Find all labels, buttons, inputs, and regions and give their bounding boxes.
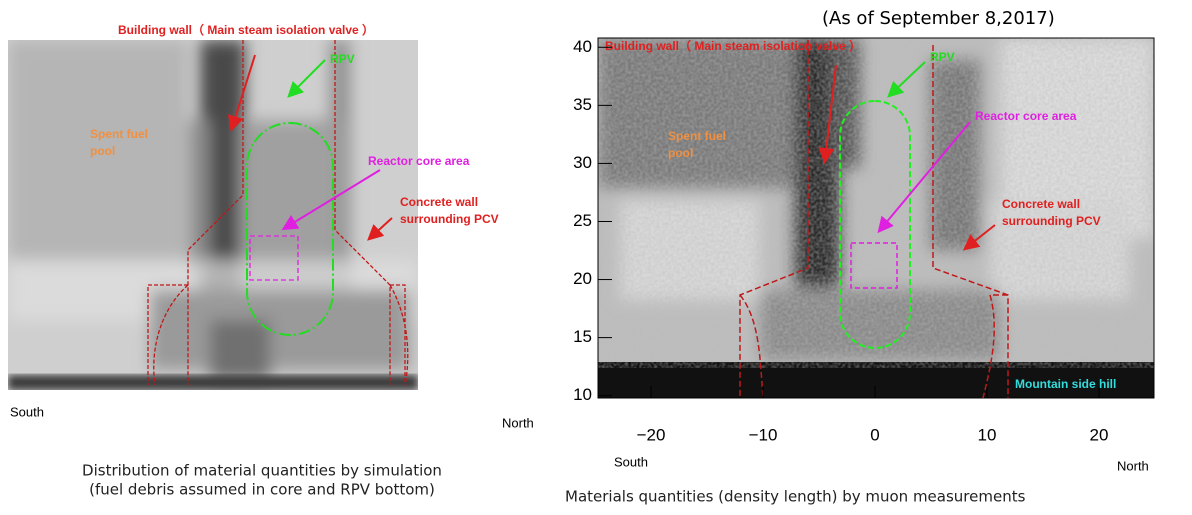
annotation: Building wall（ Main steam isolation valv… [605,38,861,53]
plot-frame [597,37,1155,399]
direction-label: South [10,404,44,419]
x-tick-label: 0 [870,425,879,444]
y-tick-label: 30 [573,153,592,172]
annotation: pool [90,144,115,158]
axes: −20 −10 0 10 20 10 15 20 25 30 35 40 [573,37,1108,445]
y-tick-label: 20 [573,269,592,288]
annotation: surrounding PCV [1002,214,1101,228]
muon-image [598,38,1154,398]
y-tick-label: 10 [573,385,592,404]
annotation: RPV [930,50,955,64]
annotation: surrounding PCV [400,212,499,226]
direction-label: North [1117,458,1149,473]
y-tick-label: 15 [573,327,592,346]
annotation: Reactor core area [975,109,1077,123]
direction-label: South [614,454,648,469]
caption: (fuel debris assumed in core and RPV bot… [89,481,435,499]
annotation: Concrete wall [400,195,478,209]
caption: Materials quantities (density length) by… [565,488,1026,506]
direction-label: North [502,415,534,430]
simulation-image [8,40,418,390]
x-tick-label: 20 [1090,425,1109,444]
y-tick-label: 25 [573,211,592,230]
y-tick-label: 35 [573,95,592,114]
annotation: Spent fuel [90,127,148,141]
annotation: Building wall（ Main steam isolation valv… [118,22,374,37]
x-tick-label: −20 [637,425,666,444]
annotation: Mountain side hill [1015,377,1116,391]
date-note: (As of September 8,2017) [822,8,1055,29]
right-outlines [739,40,1009,399]
x-tick-label: 10 [978,425,997,444]
annotation: pool [668,146,693,160]
left-outlines [147,40,409,386]
x-tick-label: −10 [749,425,778,444]
y-tick-label: 40 [573,37,592,56]
annotation: RPV [330,52,355,66]
caption: Distribution of material quantities by s… [82,462,442,480]
annotation: Reactor core area [368,154,470,168]
annotation: Spent fuel [668,129,726,143]
annotation: Concrete wall [1002,197,1080,211]
